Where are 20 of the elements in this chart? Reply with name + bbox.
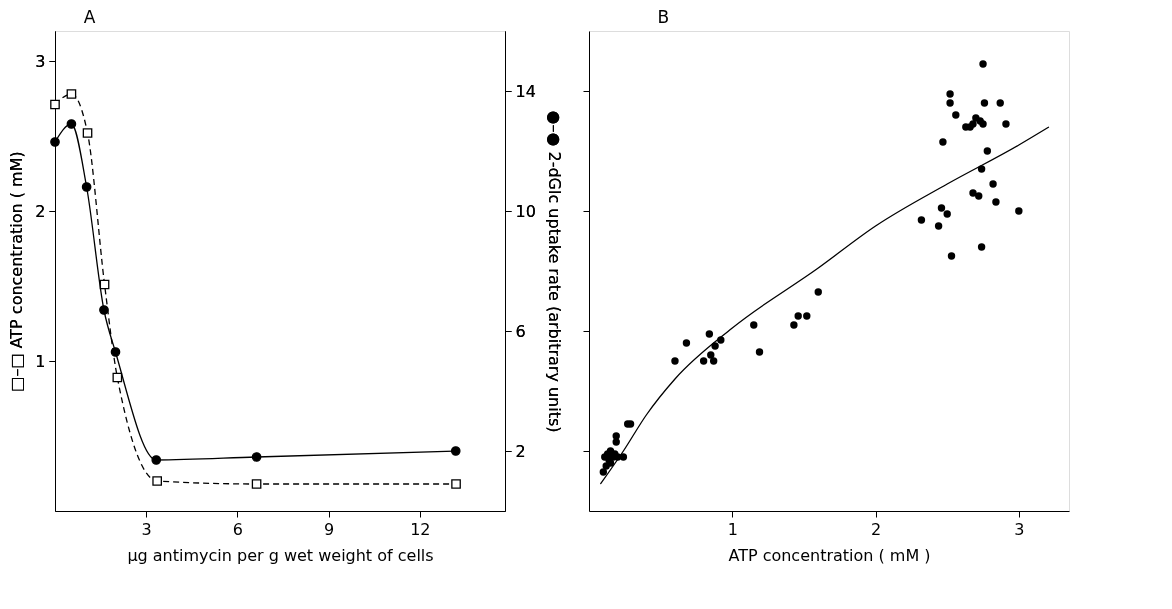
x-tick-label: 3 (1014, 519, 1025, 539)
y2-tick-label: 6 (515, 321, 526, 341)
y2-tick-label: 10 (515, 201, 536, 221)
y-axis-title: □–□ ATP concentration ( mM) (7, 151, 27, 392)
x-axis-title: ATP concentration ( mM ) (728, 545, 931, 565)
chart-title: B (657, 7, 670, 27)
x-tick-label: 6 (232, 519, 244, 539)
y-tick-label: 2 (35, 201, 46, 221)
x-tick-label: 12 (410, 519, 431, 539)
y2-tick-label: 14 (515, 81, 536, 101)
x-tick-label: 1 (727, 519, 738, 539)
x-tick-label: 2 (870, 519, 882, 539)
x-axis-title: µg antimycin per g wet weight of cells (127, 545, 434, 565)
x-tick-label: 3 (141, 519, 152, 539)
y2-tick-label: 2 (515, 441, 526, 461)
y-tick-label: 1 (35, 351, 46, 371)
y-tick-label: 3 (35, 51, 46, 71)
x-tick-label: 9 (324, 519, 335, 539)
y2-axis-title: ●–● 2-dGlc uptake rate (arbitrary units) (544, 110, 564, 433)
chart-title: A (83, 7, 96, 27)
